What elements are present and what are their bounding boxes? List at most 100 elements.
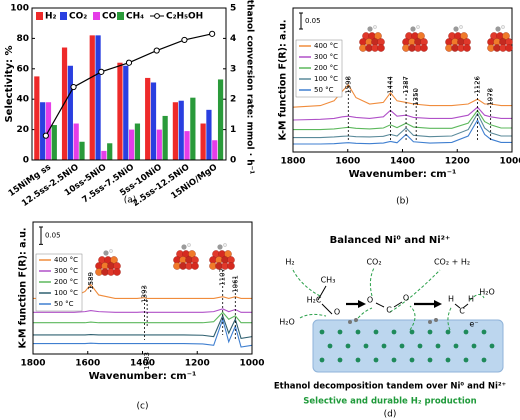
species-label: e⁻ — [469, 320, 478, 329]
species-label: C — [459, 307, 465, 316]
y2-tick-label: 3 — [230, 64, 236, 74]
legend-label: H₂ — [45, 12, 57, 22]
bonds — [317, 285, 469, 315]
conversion-point — [209, 30, 216, 37]
bar — [217, 79, 224, 160]
y2-tick-label: 0 — [230, 156, 236, 166]
bar — [190, 97, 196, 160]
panel-label: (c) — [137, 402, 149, 412]
y2-tick-label: 4 — [230, 34, 236, 44]
catalyst-icon — [110, 256, 118, 264]
bar — [73, 123, 79, 160]
transfer-arrows — [291, 267, 485, 331]
x-tick-label: 1200 — [185, 359, 210, 369]
surface-atom — [445, 357, 451, 363]
bar — [145, 77, 151, 160]
diagram-caption: Ethanol decomposition tandem over Ni⁰ an… — [274, 382, 506, 392]
legend-swatch — [117, 12, 124, 20]
y-tick-label: 100 — [10, 4, 29, 14]
bar — [95, 35, 101, 160]
x-tick-label: 1600 — [335, 157, 360, 167]
surface-atom — [373, 329, 379, 335]
species-label: CO₂ — [366, 258, 381, 267]
conversion-point — [125, 59, 133, 66]
peak-label: 1589 — [87, 272, 95, 290]
bar — [156, 129, 162, 160]
peak-label: 1383 — [143, 352, 151, 370]
x-tick-label: 1400 — [390, 157, 415, 167]
legend-label: 100 °C — [314, 75, 338, 83]
x-tick-label: 1600 — [75, 359, 100, 369]
adsorbate-icon — [109, 249, 113, 253]
y-tick-label: 80 — [16, 34, 29, 44]
spectrum — [293, 109, 512, 131]
adsorbate-icon — [416, 25, 420, 29]
surface-atom — [489, 343, 495, 349]
surface-atom — [435, 343, 441, 349]
surface-atom — [427, 329, 433, 335]
catalyst-icon — [227, 262, 235, 270]
bar — [117, 62, 123, 160]
legend-label: C₂H₅OH — [166, 12, 203, 22]
bar — [200, 123, 206, 160]
spectrum — [293, 112, 512, 139]
bar — [206, 109, 212, 160]
peak-label: 1598 — [344, 76, 352, 94]
catalyst-icon — [374, 32, 382, 40]
legend-label: 50 °C — [54, 300, 74, 308]
catalyst-icon — [505, 44, 513, 52]
surface-atom — [471, 343, 477, 349]
adsorbate-icon — [453, 26, 459, 32]
bar — [107, 143, 113, 160]
legend-swatch — [60, 12, 67, 20]
catalyst-icon — [502, 32, 510, 40]
bar — [212, 140, 218, 160]
adsorbate-icon — [223, 243, 227, 247]
catalyst-icon — [420, 44, 428, 52]
y-tick-label: 20 — [16, 125, 29, 135]
species-label: C — [386, 306, 392, 315]
surface-atom — [463, 357, 469, 363]
spectrum — [292, 106, 512, 121]
species-label: H₂O — [479, 288, 495, 297]
catalyst-surface — [312, 319, 504, 373]
peak-label: 1107 — [219, 268, 227, 286]
plot-frame — [31, 7, 227, 161]
legend-label: 400 °C — [314, 42, 338, 50]
legend-label: CO₂ — [69, 12, 87, 22]
conversion-point — [42, 132, 49, 139]
legend-swatch — [36, 12, 43, 20]
surface-atom — [399, 343, 405, 349]
adsorbate-atom — [428, 320, 432, 324]
adsorbate-icon — [501, 25, 505, 29]
catalyst-icon — [463, 44, 471, 52]
spectrum — [33, 311, 252, 324]
bar — [129, 129, 135, 160]
catalyst-icon — [224, 250, 232, 258]
bar — [89, 35, 95, 160]
scale-label: 0.05 — [305, 17, 321, 25]
conversion-point — [181, 36, 188, 44]
y-tick-label: 0 — [23, 156, 29, 166]
catalyst-icon — [377, 44, 385, 52]
species-label: H₂ — [285, 258, 294, 267]
species-label: H₂C — [307, 296, 322, 305]
panel-label: (a) — [124, 196, 137, 206]
bar — [79, 141, 85, 160]
surface-atom — [373, 357, 379, 363]
surface-atom — [409, 357, 415, 363]
y2-axis-label: Ethanol conversion rate: mmol · h⁻¹ — [245, 0, 255, 174]
x-axis-label: Wavenumber: cm⁻¹ — [89, 371, 197, 382]
y-axis-label: K-M function F(R): a.u. — [18, 228, 29, 349]
adsorbate-atom — [354, 318, 358, 322]
spectrum — [292, 83, 512, 108]
species-label: CH₃ — [321, 276, 336, 285]
bar — [162, 115, 168, 160]
legend-label: 400 °C — [54, 256, 78, 264]
diagram-title: Balanced Ni⁰ and Ni²⁺ — [330, 235, 451, 246]
conversion-point — [153, 47, 160, 54]
spectrum — [33, 314, 253, 339]
x-tick-label: 1000 — [499, 157, 520, 167]
surface-atom — [481, 357, 487, 363]
